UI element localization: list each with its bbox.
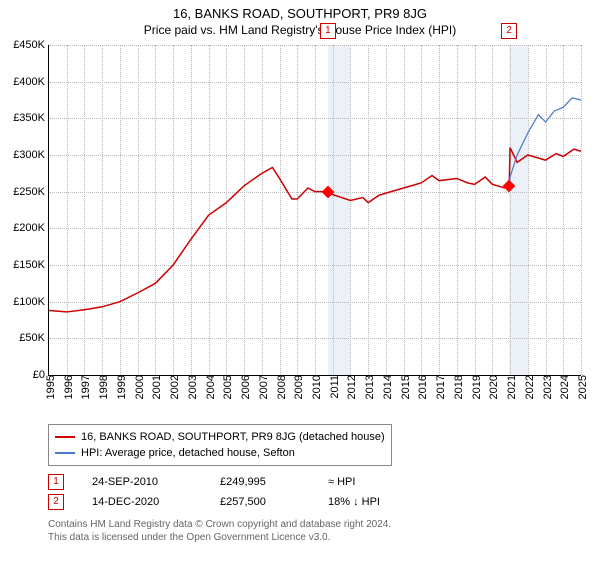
y-axis-label: £150K: [13, 259, 49, 271]
footer-notice: Contains HM Land Registry data © Crown c…: [48, 518, 590, 544]
x-axis-label: 2007: [254, 375, 270, 399]
sale-row-marker: 1: [48, 474, 64, 490]
series-property: [49, 148, 581, 312]
y-axis-label: £50K: [19, 332, 49, 344]
sale-row: 1 24-SEP-2010 £249,995 ≈ HPI: [48, 472, 590, 492]
x-axis-label: 2001: [147, 375, 163, 399]
y-axis-label: £300K: [13, 149, 49, 161]
x-axis-label: 2025: [573, 375, 589, 399]
y-axis-label: £200K: [13, 222, 49, 234]
x-axis-label: 2020: [484, 375, 500, 399]
sale-marker-1: 1: [320, 23, 336, 39]
sales-table: 1 24-SEP-2010 £249,995 ≈ HPI 2 14-DEC-2020 £25…: [48, 472, 590, 512]
x-axis-label: 2010: [307, 375, 323, 399]
sale-hpi-relation: ≈ HPI: [328, 476, 408, 488]
legend-swatch: [55, 436, 75, 438]
x-axis-label: 1998: [94, 375, 110, 399]
x-axis-label: 2012: [342, 375, 358, 399]
x-axis-label: 2024: [555, 375, 571, 399]
x-axis-label: 2021: [502, 375, 518, 399]
footer-line-2: This data is licensed under the Open Gov…: [48, 531, 590, 544]
y-axis-label: £450K: [13, 39, 49, 51]
x-axis-label: 2005: [218, 375, 234, 399]
x-axis-label: 2008: [272, 375, 288, 399]
x-axis-label: 1995: [41, 375, 57, 399]
sale-row: 2 14-DEC-2020 £257,500 18% ↓ HPI: [48, 492, 590, 512]
legend-item: 16, BANKS ROAD, SOUTHPORT, PR9 8JG (deta…: [55, 429, 385, 445]
sale-marker-2: 2: [501, 23, 517, 39]
x-axis-label: 2003: [183, 375, 199, 399]
x-axis-label: 2006: [236, 375, 252, 399]
x-axis-label: 2000: [130, 375, 146, 399]
y-axis-label: £350K: [13, 112, 49, 124]
x-axis-label: 2016: [413, 375, 429, 399]
x-axis-label: 2022: [520, 375, 536, 399]
y-axis-label: £250K: [13, 186, 49, 198]
x-axis-label: 2017: [431, 375, 447, 399]
x-axis-label: 2014: [378, 375, 394, 399]
legend-label: 16, BANKS ROAD, SOUTHPORT, PR9 8JG (deta…: [81, 431, 385, 443]
sale-hpi-relation: 18% ↓ HPI: [328, 496, 408, 508]
price-chart: £0£50K£100K£150K£200K£250K£300K£350K£400…: [48, 45, 581, 376]
legend: 16, BANKS ROAD, SOUTHPORT, PR9 8JG (deta…: [48, 424, 392, 466]
x-axis-label: 2013: [360, 375, 376, 399]
sale-price: £257,500: [220, 496, 300, 508]
x-axis-label: 1999: [112, 375, 128, 399]
x-axis-label: 2015: [396, 375, 412, 399]
chart-lines: [49, 45, 581, 375]
y-axis-label: £400K: [13, 76, 49, 88]
sale-date: 24-SEP-2010: [92, 476, 192, 488]
x-axis-label: 2002: [165, 375, 181, 399]
footer-line-1: Contains HM Land Registry data © Crown c…: [48, 518, 590, 531]
sale-date: 14-DEC-2020: [92, 496, 192, 508]
gridline-v: [581, 45, 582, 375]
legend-item: HPI: Average price, detached house, Seft…: [55, 445, 385, 461]
sale-price: £249,995: [220, 476, 300, 488]
x-axis-label: 2019: [467, 375, 483, 399]
legend-label: HPI: Average price, detached house, Seft…: [81, 447, 295, 459]
x-axis-label: 2023: [538, 375, 554, 399]
x-axis-label: 2018: [449, 375, 465, 399]
page-title: 16, BANKS ROAD, SOUTHPORT, PR9 8JG: [0, 6, 600, 21]
sale-row-marker: 2: [48, 494, 64, 510]
legend-swatch: [55, 452, 75, 454]
x-axis-label: 2009: [289, 375, 305, 399]
series-hpi: [509, 98, 581, 186]
x-axis-label: 1997: [76, 375, 92, 399]
x-axis-label: 2004: [201, 375, 217, 399]
x-axis-label: 2011: [325, 375, 341, 399]
y-axis-label: £100K: [13, 296, 49, 308]
x-axis-label: 1996: [59, 375, 75, 399]
